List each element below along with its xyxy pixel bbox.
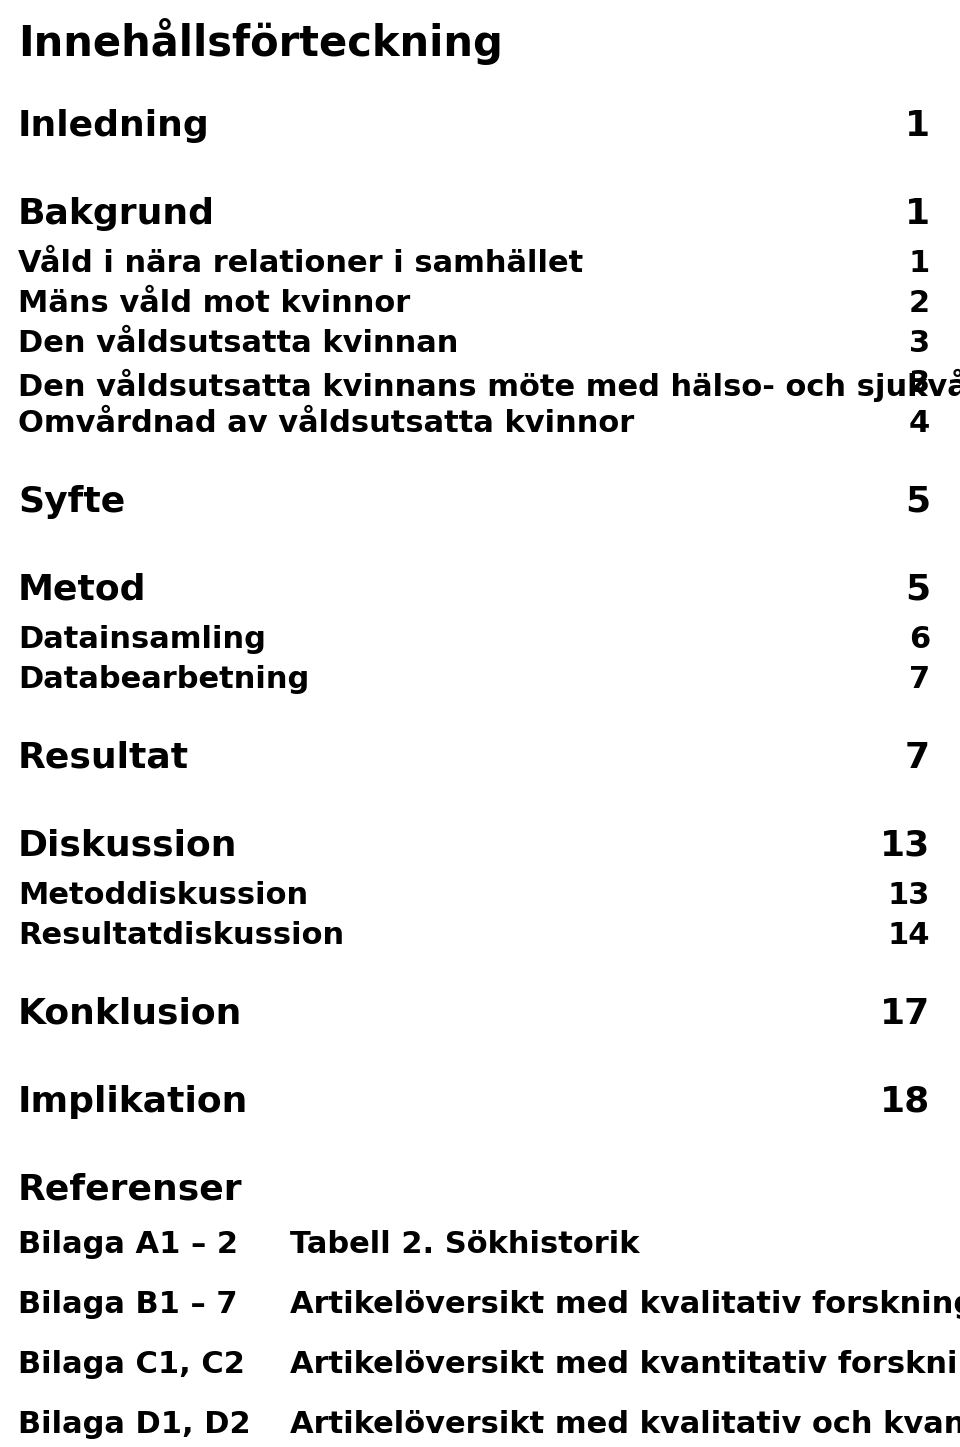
- Text: Våld i nära relationer i samhället: Våld i nära relationer i samhället: [18, 249, 584, 278]
- Text: 2: 2: [909, 289, 930, 318]
- Text: Tabell 2. Sökhistorik: Tabell 2. Sökhistorik: [290, 1230, 639, 1259]
- Text: Syfte: Syfte: [18, 485, 125, 519]
- Text: Diskussion: Diskussion: [18, 829, 237, 862]
- Text: Bilaga B1 – 7: Bilaga B1 – 7: [18, 1289, 237, 1320]
- Text: 18: 18: [879, 1085, 930, 1119]
- Text: Artikelöversikt med kvalitativ och kvantitativ metod: Artikelöversikt med kvalitativ och kvant…: [290, 1409, 960, 1438]
- Text: 3: 3: [909, 369, 930, 398]
- Text: Bilaga C1, C2: Bilaga C1, C2: [18, 1350, 245, 1379]
- Text: Metoddiskussion: Metoddiskussion: [18, 881, 308, 910]
- Text: Bakgrund: Bakgrund: [18, 197, 215, 232]
- Text: Mäns våld mot kvinnor: Mäns våld mot kvinnor: [18, 289, 410, 318]
- Text: Resultatdiskussion: Resultatdiskussion: [18, 920, 344, 951]
- Text: 5: 5: [905, 485, 930, 519]
- Text: Den våldsutsatta kvinnans möte med hälso- och sjukvården: Den våldsutsatta kvinnans möte med hälso…: [18, 369, 960, 402]
- Text: Metod: Metod: [18, 573, 147, 606]
- Text: Artikelöversikt med kvalitativ forskning: Artikelöversikt med kvalitativ forskning: [290, 1289, 960, 1320]
- Text: 7: 7: [909, 666, 930, 695]
- Text: Innehållsförteckning: Innehållsförteckning: [18, 17, 503, 65]
- Text: Inledning: Inledning: [18, 109, 209, 143]
- Text: 17: 17: [879, 997, 930, 1032]
- Text: 7: 7: [905, 741, 930, 776]
- Text: 1: 1: [905, 109, 930, 143]
- Text: Datainsamling: Datainsamling: [18, 625, 266, 654]
- Text: 14: 14: [887, 920, 930, 951]
- Text: 13: 13: [879, 829, 930, 862]
- Text: Databearbetning: Databearbetning: [18, 666, 309, 695]
- Text: Bilaga D1, D2: Bilaga D1, D2: [18, 1409, 251, 1438]
- Text: 13: 13: [888, 881, 930, 910]
- Text: Den våldsutsatta kvinnan: Den våldsutsatta kvinnan: [18, 328, 458, 357]
- Text: Omvårdnad av våldsutsatta kvinnor: Omvårdnad av våldsutsatta kvinnor: [18, 410, 635, 438]
- Text: 3: 3: [909, 328, 930, 357]
- Text: Konklusion: Konklusion: [18, 997, 242, 1032]
- Text: Implikation: Implikation: [18, 1085, 249, 1119]
- Text: 4: 4: [909, 410, 930, 438]
- Text: Artikelöversikt med kvantitativ forskning: Artikelöversikt med kvantitativ forsknin…: [290, 1350, 960, 1379]
- Text: Resultat: Resultat: [18, 741, 189, 776]
- Text: 6: 6: [909, 625, 930, 654]
- Text: 1: 1: [905, 197, 930, 232]
- Text: Referenser: Referenser: [18, 1174, 243, 1207]
- Text: Bilaga A1 – 2: Bilaga A1 – 2: [18, 1230, 238, 1259]
- Text: 1: 1: [909, 249, 930, 278]
- Text: 5: 5: [905, 573, 930, 606]
